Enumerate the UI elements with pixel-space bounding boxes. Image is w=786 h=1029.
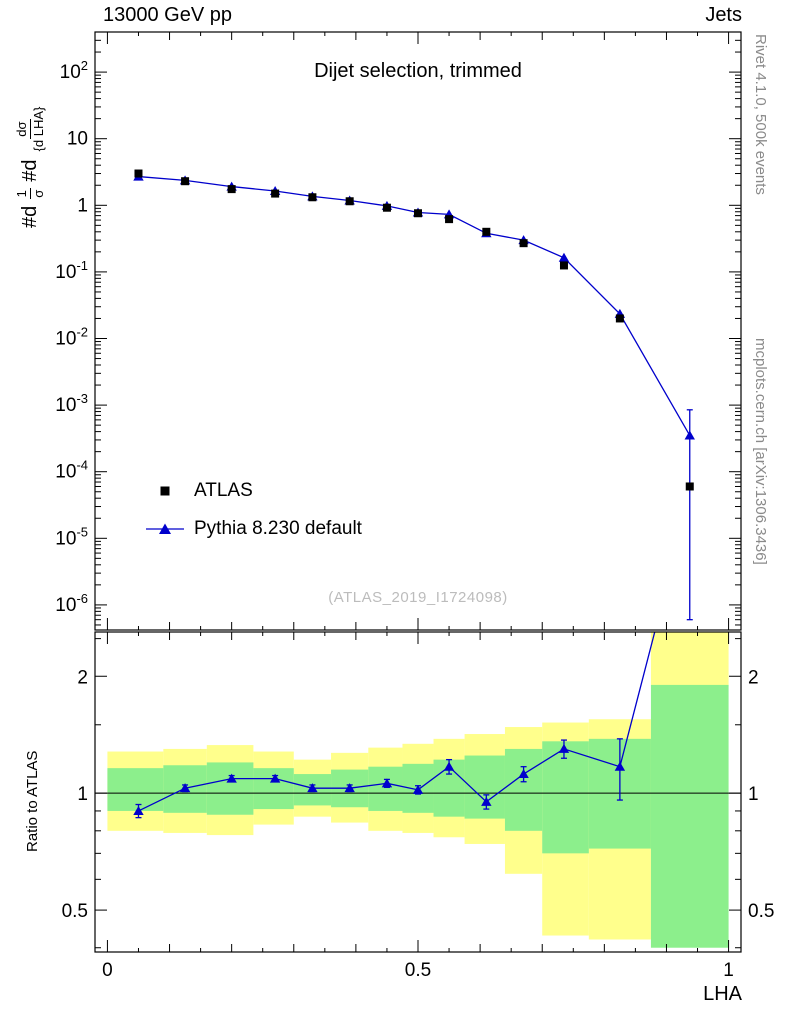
- plot-title: Dijet selection, trimmed: [314, 60, 522, 82]
- atlas-square-marker-icon: [160, 486, 170, 496]
- svg-text:10: 10: [67, 129, 88, 150]
- pythia-triangle-line-marker-icon: [146, 523, 184, 534]
- svg-text:10-4: 10-4: [55, 458, 88, 483]
- main-y-axis-label: #d 1 σ #d dσ {d LHA}: [14, 105, 46, 228]
- svg-text:0: 0: [102, 960, 113, 981]
- ylabel-prefix-1: #d: [18, 205, 41, 228]
- legend-item-atlas: ATLAS: [146, 472, 362, 510]
- legend-label-pythia: Pythia 8.230 default: [194, 518, 362, 539]
- svg-text:10-6: 10-6: [55, 591, 88, 616]
- legend: ATLAS Pythia 8.230 default: [146, 472, 362, 548]
- svg-text:102: 102: [60, 58, 88, 83]
- svg-text:1: 1: [77, 784, 88, 805]
- svg-text:0.5: 0.5: [405, 960, 431, 981]
- svg-text:2: 2: [77, 667, 88, 688]
- ylabel-fraction-dsigma-dlha: dσ {d LHA}: [14, 105, 46, 154]
- main-series: [133, 169, 695, 621]
- svg-text:10-3: 10-3: [55, 391, 88, 416]
- ratio-uncertainty-bands: [107, 632, 729, 948]
- legend-label-atlas: ATLAS: [194, 480, 253, 501]
- ratio-y-axis-label: Ratio to ATLAS: [24, 750, 41, 852]
- svg-text:1: 1: [748, 784, 759, 805]
- ylabel-prefix-2: #d: [18, 159, 41, 182]
- svg-text:0.5: 0.5: [62, 901, 88, 922]
- svg-text:1: 1: [723, 960, 734, 981]
- rivet-version-note: Rivet 4.1.0, 500k events: [752, 34, 769, 195]
- svg-text:10-1: 10-1: [55, 258, 88, 283]
- ratio-plot-frame: [94, 631, 742, 953]
- analysis-id-watermark: (ATLAS_2019_I1724098): [328, 589, 508, 606]
- header-beam-energy: 13000 GeV pp: [103, 4, 232, 26]
- main-plot-frame: [94, 31, 742, 631]
- fraction-numerator: dσ: [14, 119, 31, 139]
- fraction-denominator: {d LHA}: [30, 106, 46, 152]
- fraction-denominator: σ: [30, 189, 46, 198]
- svg-text:2: 2: [748, 667, 759, 688]
- ylabel-fraction-one-over-sigma: 1 σ: [14, 188, 46, 200]
- svg-text:1: 1: [77, 195, 88, 216]
- svg-text:10-2: 10-2: [55, 325, 88, 350]
- header-analysis-group: Jets: [705, 4, 742, 26]
- x-axis-label: LHA: [703, 983, 742, 1005]
- svg-text:10-5: 10-5: [55, 524, 88, 549]
- fraction-numerator: 1: [14, 188, 31, 200]
- ratio-series: [133, 632, 656, 819]
- mcplots-arxiv-note: mcplots.cern.ch [arXiv:1306.3436]: [752, 338, 769, 565]
- legend-item-pythia: Pythia 8.230 default: [146, 510, 362, 548]
- svg-text:0.5: 0.5: [748, 901, 774, 922]
